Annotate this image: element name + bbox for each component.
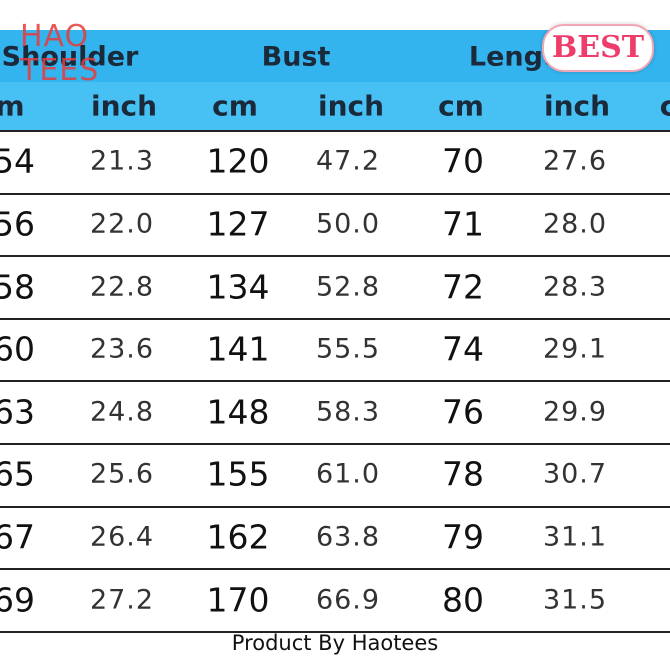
unit-header: m <box>0 89 25 123</box>
inch-cell: 22.8 <box>89 271 155 302</box>
cm-cell: 71 <box>442 204 484 244</box>
inch-cell: 28.0 <box>542 208 608 240</box>
inch-cell: 25.6 <box>89 458 155 490</box>
cm-cell: 162 <box>206 517 270 557</box>
row-rule <box>0 568 670 571</box>
unit-header: cm <box>438 89 484 123</box>
cm-cell: 141 <box>206 329 270 369</box>
inch-cell: 63.8 <box>315 521 381 553</box>
cm-cell: 76 <box>442 392 484 432</box>
inch-cell: 26.4 <box>89 521 155 553</box>
cm-cell: 155 <box>206 454 270 494</box>
row-rule <box>0 630 670 633</box>
inch-cell: 27.2 <box>89 584 155 615</box>
cm-cell: 148 <box>206 392 270 432</box>
column-header: Shoulder <box>1 41 139 73</box>
inch-cell: 58.3 <box>315 396 381 428</box>
unit-band <box>0 82 670 130</box>
inch-cell: 52.8 <box>315 271 381 302</box>
cm-cell: 65 <box>0 454 35 494</box>
row-rule <box>0 255 670 258</box>
unit-header: inch <box>543 89 611 123</box>
inch-cell: 31.1 <box>542 521 608 553</box>
row-rule <box>0 130 670 132</box>
inch-cell: 28.3 <box>542 271 608 302</box>
row-rule <box>0 443 670 445</box>
inch-cell: 31.5 <box>542 584 608 615</box>
cm-cell: 78 <box>442 454 484 494</box>
inch-cell: 23.6 <box>89 333 155 365</box>
cm-cell: 69 <box>0 580 35 619</box>
cm-cell: 56 <box>0 204 35 244</box>
inch-cell: 29.1 <box>542 333 608 365</box>
unit-header: inch <box>90 89 158 123</box>
row-rule <box>0 192 670 195</box>
inch-cell: 21.3 <box>89 145 155 177</box>
cm-cell: 60 <box>0 329 35 369</box>
cm-cell: 63 <box>0 392 35 432</box>
inch-cell: 66.9 <box>315 584 381 615</box>
inch-cell: 61.0 <box>315 458 381 490</box>
cm-cell: 80 <box>442 580 484 619</box>
cm-cell: 72 <box>442 267 484 306</box>
inch-cell: 27.6 <box>542 145 608 177</box>
cm-cell: 74 <box>442 329 484 369</box>
cm-cell: 54 <box>0 141 35 181</box>
cm-cell: 120 <box>206 141 270 181</box>
logo-line: HAO <box>20 19 90 54</box>
inch-cell: 24.8 <box>89 396 155 428</box>
unit-header: c <box>659 89 670 123</box>
inch-cell: 29.9 <box>542 396 608 428</box>
unit-header: inch <box>317 89 385 123</box>
cm-cell: 70 <box>442 141 484 181</box>
row-rule <box>0 317 670 320</box>
inch-cell: 30.7 <box>542 458 608 490</box>
best-badge: BEST <box>542 24 654 72</box>
column-header: Bust <box>261 41 331 73</box>
cm-cell: 127 <box>206 204 270 244</box>
inch-cell: 22.0 <box>89 208 155 240</box>
cm-cell: 134 <box>206 267 270 306</box>
inch-cell: 47.2 <box>315 145 381 177</box>
logo-line: TEES <box>20 53 100 88</box>
cm-cell: 79 <box>442 517 484 557</box>
cm-cell: 170 <box>206 580 270 619</box>
row-rule <box>0 380 670 383</box>
cm-cell: 67 <box>0 517 35 557</box>
cm-cell: 58 <box>0 267 35 306</box>
unit-header: cm <box>212 89 258 123</box>
inch-cell: 50.0 <box>315 208 381 240</box>
inch-cell: 55.5 <box>315 333 381 365</box>
footer: Product By Haotees <box>231 631 439 655</box>
row-rule <box>0 505 670 508</box>
logo: HAO TEES <box>20 20 99 88</box>
